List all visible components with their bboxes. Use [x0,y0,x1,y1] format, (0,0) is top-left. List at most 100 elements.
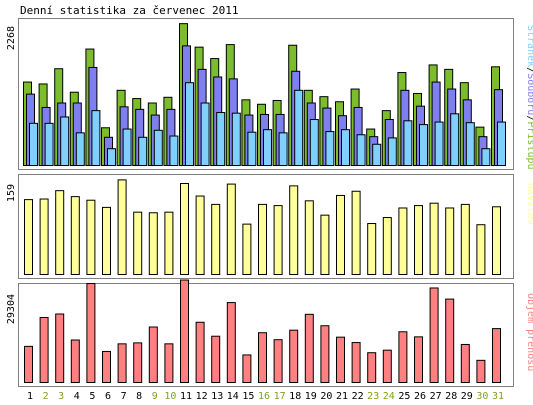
x-tick-label-21: 21 [336,391,348,402]
x-tick-label-13: 13 [211,391,223,402]
x-tick-label-10: 10 [164,391,176,402]
x-tick-label-3: 3 [58,391,64,402]
bar-str-nek-day-22 [356,134,366,166]
bar-str-nek-day-15 [247,131,257,166]
bar-str-nek-day-29 [465,122,475,166]
legend-entry-2: Souborů [525,73,533,115]
bar-objem-p-enosu-day-20 [320,325,330,383]
legend-entry-0: Objem přenosu [525,293,533,371]
bar-objem-p-enosu-day-26 [414,336,423,383]
x-tick-label-23: 23 [367,391,379,402]
x-tick-label-19: 19 [305,391,317,402]
bar-str-nek-day-24 [387,137,397,167]
max-value-label: 2268 [6,26,17,50]
bar-objem-p-enosu-day-12 [195,321,205,383]
bar-n-v-t-v-day-28 [445,207,455,276]
bar-n-v-t-v-day-25 [398,207,408,276]
bar-str-nek-day-25 [403,120,413,166]
bar-str-nek-day-14 [231,112,241,166]
bar-n-v-t-v-day-26 [414,205,423,276]
x-tick-label-20: 20 [320,391,332,402]
bar-n-v-t-v-day-10 [164,211,174,276]
x-tick-label-14: 14 [227,391,239,402]
bar-n-v-t-v-day-22 [351,190,361,275]
x-tick-label-15: 15 [242,391,254,402]
bar-str-nek-day-3 [60,116,70,166]
bar-objem-p-enosu-day-7 [117,343,127,384]
bar-str-nek-day-8 [138,136,148,167]
max-value-label: 159 [6,184,17,202]
bar-objem-p-enosu-day-25 [398,331,408,384]
bar-n-v-t-v-day-29 [460,203,470,275]
x-tick-label-16: 16 [258,391,270,402]
bar-objem-p-enosu-day-15 [242,354,252,383]
bar-str-nek-day-26 [419,124,428,166]
bar-str-nek-day-27 [434,121,444,166]
bar-n-v-t-v-day-4 [70,196,80,276]
bar-n-v-t-v-day-15 [242,223,252,275]
bar-objem-p-enosu-day-5 [86,283,96,383]
bar-objem-p-enosu-day-21 [336,336,345,384]
bar-objem-p-enosu-day-31 [492,328,501,383]
bar-objem-p-enosu-day-29 [460,343,470,384]
x-tick-label-5: 5 [89,391,95,402]
bar-str-nek-day-9 [153,129,163,166]
x-tick-label-24: 24 [383,391,395,402]
bar-str-nek-day-12 [200,102,210,166]
bar-n-v-t-v-day-11 [180,182,189,276]
bar-n-v-t-v-day-13 [211,203,221,275]
bar-n-v-t-v-day-9 [148,212,158,275]
bar-str-nek-day-1 [29,122,38,166]
bar-str-nek-day-7 [122,128,132,167]
chart-title: Denní statistika za červenec 2011 [20,4,239,17]
legend-entry-3: / [525,115,533,121]
legend: Objem přenosu [525,293,533,371]
bar-objem-p-enosu-day-17 [273,339,283,383]
bar-n-v-t-v-day-7 [117,179,127,275]
bar-n-v-t-v-day-3 [55,190,65,275]
bar-objem-p-enosu-day-30 [476,359,486,384]
bar-str-nek-day-18 [294,89,304,166]
bar-str-nek-day-6 [107,148,116,167]
bar-n-v-t-v-day-14 [226,183,236,275]
bar-n-v-t-v-day-30 [476,224,486,275]
bar-str-nek-day-30 [481,148,491,167]
bar-n-v-t-v-day-8 [133,211,143,276]
x-tick-label-25: 25 [398,391,410,402]
x-tick-label-4: 4 [74,391,80,402]
bar-str-nek-day-2 [44,122,54,166]
bar-str-nek-day-23 [372,143,382,166]
x-tick-label-26: 26 [414,391,426,402]
bar-objem-p-enosu-day-3 [55,313,65,383]
x-tick-label-8: 8 [136,391,142,402]
x-tick-label-27: 27 [430,391,442,402]
bar-objem-p-enosu-day-14 [226,302,236,383]
bar-objem-p-enosu-day-9 [148,326,158,384]
panel-2: 159 Návštěv [6,174,533,279]
bar-n-v-t-v-day-17 [273,205,283,276]
bar-str-nek-day-17 [278,132,288,167]
bar-str-nek-day-5 [91,110,101,166]
bar-objem-p-enosu-day-18 [289,329,299,383]
bar-objem-p-enosu-day-6 [102,350,111,383]
bar-objem-p-enosu-day-22 [351,342,361,384]
x-tick-label-7: 7 [121,391,127,402]
bar-objem-p-enosu-day-4 [70,339,80,384]
legend-entry-4: Přístupů [525,121,533,169]
bar-objem-p-enosu-day-16 [258,332,267,384]
x-tick-label-11: 11 [180,391,192,402]
bar-str-nek-day-28 [450,113,460,167]
panel-frame [18,174,514,279]
panel-frame [18,18,514,170]
x-tick-label-30: 30 [476,391,488,402]
bar-n-v-t-v-day-31 [492,206,501,275]
bar-str-nek-day-4 [75,132,85,167]
x-tick-label-31: 31 [492,391,504,402]
x-tick-label-2: 2 [43,391,49,402]
bar-n-v-t-v-day-27 [429,202,439,276]
panel-frame [18,283,514,387]
bar-n-v-t-v-day-5 [86,199,96,275]
x-tick-label-18: 18 [289,391,301,402]
bar-objem-p-enosu-day-27 [429,287,439,383]
